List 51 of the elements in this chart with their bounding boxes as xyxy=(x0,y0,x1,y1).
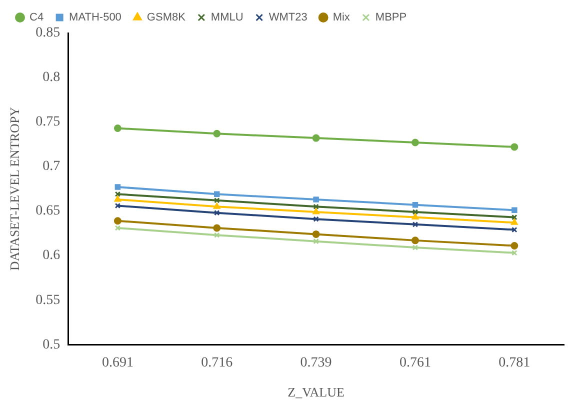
legend-label: GSM8K xyxy=(146,12,186,24)
point xyxy=(313,196,319,202)
point xyxy=(510,143,518,151)
point xyxy=(214,202,220,209)
point xyxy=(510,242,518,250)
point xyxy=(512,207,518,214)
point xyxy=(412,244,418,250)
point xyxy=(213,224,221,232)
point xyxy=(114,196,122,202)
point xyxy=(412,209,418,215)
point xyxy=(412,222,418,228)
x-tick-label: 0.761 xyxy=(399,356,431,371)
legend-label: WMT23 xyxy=(268,12,308,24)
point xyxy=(312,134,320,142)
y-tick-label: 0.75 xyxy=(36,114,60,130)
point xyxy=(511,218,518,225)
y-tick-label: 0.55 xyxy=(36,292,60,308)
point xyxy=(312,230,320,238)
point xyxy=(214,210,220,216)
point xyxy=(312,208,320,214)
y-tick-label: 0.7 xyxy=(42,159,60,174)
point xyxy=(114,184,121,190)
x-axis-title: Z_VALUE xyxy=(288,384,345,400)
y-tick-label: 0.85 xyxy=(36,26,60,41)
point xyxy=(411,236,419,244)
x-tick-label: 0.691 xyxy=(102,356,134,371)
x-tick-label: 0.739 xyxy=(300,356,332,371)
point xyxy=(412,214,419,220)
point xyxy=(214,191,220,198)
legend-label: MMLU xyxy=(210,12,244,24)
x-tick-label: 0.716 xyxy=(201,356,233,371)
legend-label: C4 xyxy=(30,12,44,24)
y-tick-label: 0.5 xyxy=(42,337,60,352)
y-tick-label: 0.6 xyxy=(42,248,60,264)
x-tick-label: 0.781 xyxy=(498,356,530,371)
point xyxy=(313,204,319,210)
legend-label: MBPP xyxy=(375,12,407,24)
point xyxy=(213,130,221,138)
legend-label: Mix xyxy=(332,12,350,24)
y-axis-title: DATASET-LEVEL ENTROPY xyxy=(7,106,22,271)
point xyxy=(214,198,220,204)
point xyxy=(114,124,122,132)
y-tick-label: 0.65 xyxy=(36,204,60,219)
point xyxy=(313,216,319,222)
point xyxy=(411,138,419,146)
legend-label: MATH-500 xyxy=(69,12,122,24)
point xyxy=(114,217,122,225)
point xyxy=(313,238,319,244)
y-tick-label: 0.8 xyxy=(42,70,60,86)
point xyxy=(214,232,220,238)
point xyxy=(412,202,418,208)
